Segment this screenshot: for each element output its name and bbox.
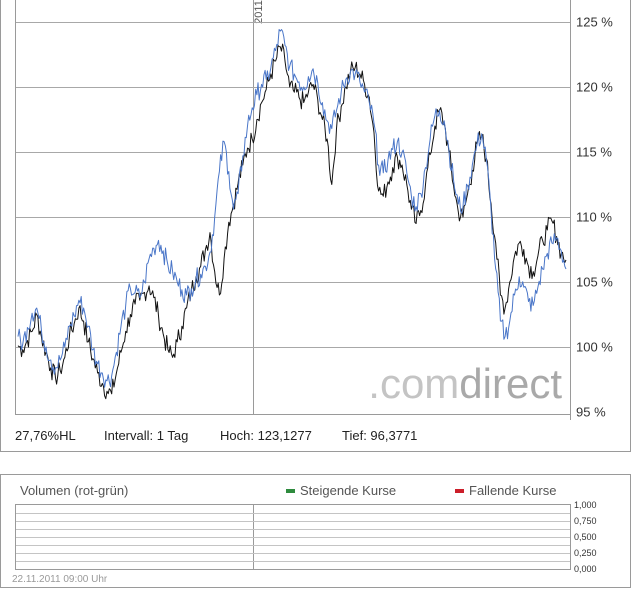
legend-down-label: Fallende Kurse: [469, 483, 556, 498]
volume-panel: Volumen (rot-grün) Steigende Kurse Falle…: [0, 474, 631, 588]
stat-high-low-percent: 27,76%HL: [15, 428, 76, 443]
y-tick-label: 95 %: [576, 405, 606, 420]
y-tick-label: 105 %: [576, 275, 613, 290]
y-tick-label: 100 %: [576, 340, 613, 355]
volume-y-tick-label: 1,000: [574, 500, 597, 510]
stat-interval: Intervall: 1 Tag: [104, 428, 188, 443]
legend-down-swatch: [455, 489, 464, 493]
volume-gridlines: [16, 513, 570, 562]
series-line-blue: [17, 29, 567, 388]
volume-y-tick-label: 0,500: [574, 532, 597, 542]
x-tick-label-year: 2011: [253, 0, 265, 24]
y-tick-label: 120 %: [576, 80, 613, 95]
volume-plot-frame: [15, 504, 571, 570]
volume-y-tick-label: 0,000: [574, 564, 597, 574]
legend-up-label: Steigende Kurse: [300, 483, 396, 498]
comdirect-watermark: .comdirect: [368, 360, 562, 407]
y-tick-label: 125 %: [576, 15, 613, 30]
stat-low: Tief: 96,3771: [342, 428, 417, 443]
volume-y-tick-label: 0,750: [574, 516, 597, 526]
watermark-gray-part: .com: [368, 360, 459, 407]
y-tick-labels: 125 % 120 % 115 % 110 % 105 % 100 % 95 %: [576, 15, 613, 420]
timestamp-label: 22.11.2011 09:00 Uhr: [12, 574, 108, 585]
volume-y-tick-labels: 1,000 0,750 0,500 0,250 0,000: [574, 500, 597, 574]
y-tick-label: 115 %: [576, 145, 612, 160]
y-tick-label: 110 %: [576, 210, 612, 225]
legend-up-swatch: [286, 489, 295, 493]
watermark-dark-part: direct: [459, 360, 562, 407]
volume-y-tick-label: 0,250: [574, 548, 597, 558]
series-line-black: [17, 43, 567, 400]
stat-high: Hoch: 123,1277: [220, 428, 312, 443]
volume-panel-border: [0, 474, 631, 588]
price-series: [17, 29, 567, 400]
price-panel: 2011 125 %120 %115 %110 %105 %100 %95 % …: [0, 0, 631, 452]
volume-title: Volumen (rot-grün): [20, 483, 128, 498]
